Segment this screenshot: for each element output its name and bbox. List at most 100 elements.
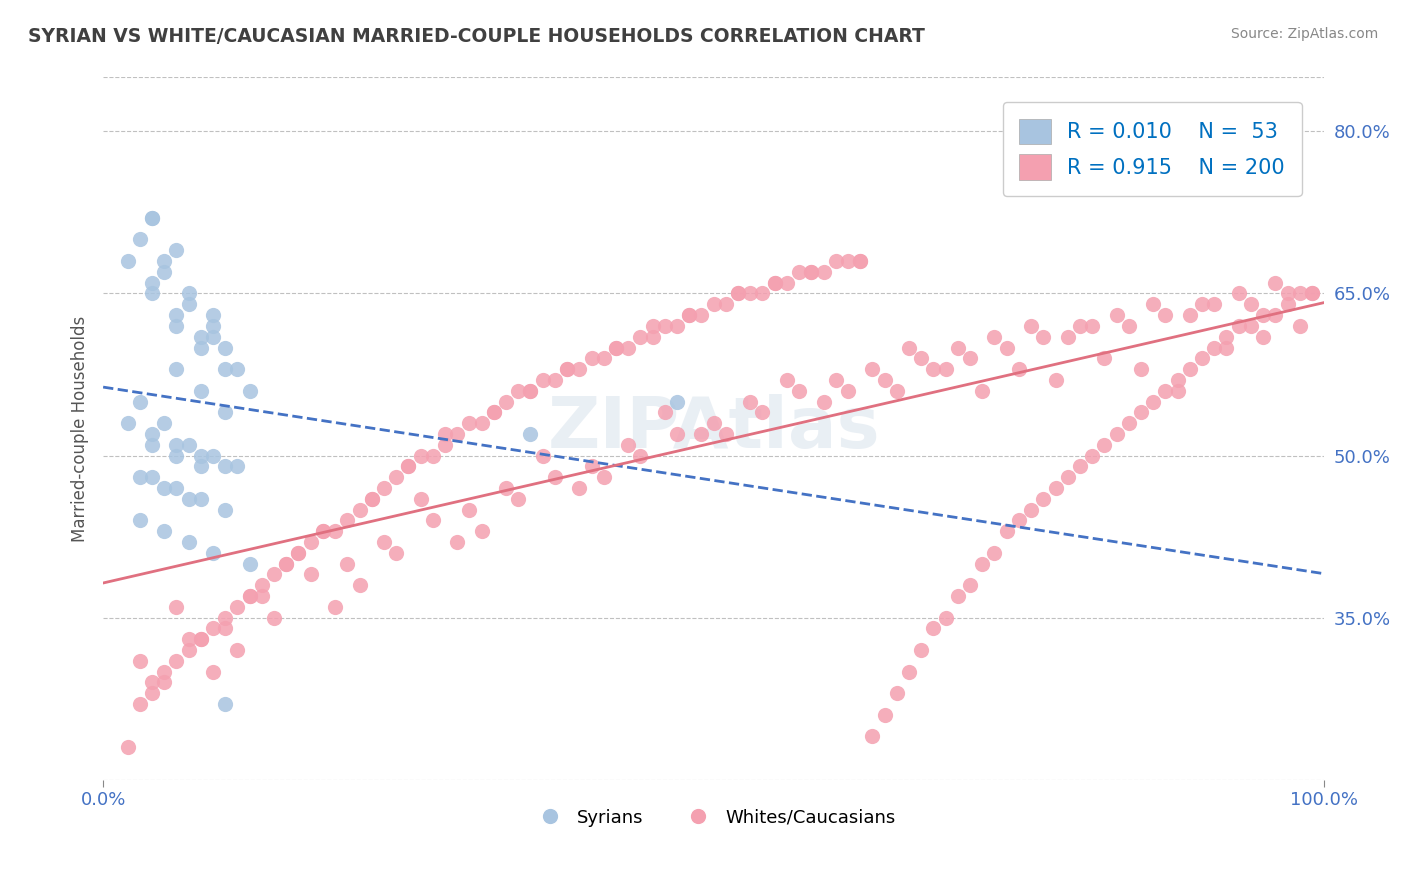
Point	[983, 546, 1005, 560]
Point	[214, 405, 236, 419]
Point	[202, 665, 225, 679]
Point	[117, 254, 139, 268]
Point	[336, 513, 359, 527]
Point	[910, 643, 932, 657]
Point	[323, 524, 346, 538]
Point	[1008, 513, 1031, 527]
Point	[165, 244, 187, 258]
Point	[1105, 308, 1128, 322]
Point	[458, 416, 481, 430]
Point	[190, 449, 212, 463]
Point	[226, 643, 249, 657]
Text: SYRIAN VS WHITE/CAUCASIAN MARRIED-COUPLE HOUSEHOLDS CORRELATION CHART: SYRIAN VS WHITE/CAUCASIAN MARRIED-COUPLE…	[28, 27, 925, 45]
Point	[336, 557, 359, 571]
Point	[250, 589, 273, 603]
Point	[763, 276, 786, 290]
Point	[1288, 318, 1310, 333]
Point	[360, 491, 382, 506]
Point	[740, 286, 762, 301]
Point	[1251, 308, 1274, 322]
Point	[226, 459, 249, 474]
Point	[519, 384, 541, 398]
Point	[972, 384, 994, 398]
Point	[177, 535, 200, 549]
Point	[190, 384, 212, 398]
Point	[873, 707, 896, 722]
Point	[202, 546, 225, 560]
Point	[946, 341, 969, 355]
Point	[165, 362, 187, 376]
Point	[935, 610, 957, 624]
Point	[1056, 470, 1078, 484]
Point	[714, 297, 737, 311]
Point	[214, 610, 236, 624]
Point	[1032, 329, 1054, 343]
Point	[995, 341, 1018, 355]
Point	[482, 405, 505, 419]
Point	[959, 351, 981, 366]
Point	[1288, 286, 1310, 301]
Point	[117, 740, 139, 755]
Point	[141, 211, 163, 225]
Point	[1277, 297, 1299, 311]
Point	[1092, 438, 1115, 452]
Point	[434, 438, 457, 452]
Point	[1105, 426, 1128, 441]
Point	[239, 589, 262, 603]
Point	[1167, 384, 1189, 398]
Point	[190, 341, 212, 355]
Point	[165, 481, 187, 495]
Point	[860, 362, 883, 376]
Point	[641, 318, 664, 333]
Point	[141, 438, 163, 452]
Point	[508, 384, 530, 398]
Point	[153, 416, 176, 430]
Point	[1191, 297, 1213, 311]
Point	[250, 578, 273, 592]
Point	[581, 459, 603, 474]
Point	[239, 589, 262, 603]
Point	[141, 426, 163, 441]
Point	[703, 416, 725, 430]
Point	[787, 384, 810, 398]
Point	[153, 481, 176, 495]
Point	[873, 373, 896, 387]
Point	[177, 438, 200, 452]
Point	[995, 524, 1018, 538]
Point	[959, 578, 981, 592]
Point	[226, 362, 249, 376]
Point	[446, 535, 468, 549]
Point	[1178, 362, 1201, 376]
Legend: Syrians, Whites/Caucasians: Syrians, Whites/Caucasians	[524, 801, 903, 834]
Point	[471, 524, 494, 538]
Point	[1277, 286, 1299, 301]
Point	[165, 449, 187, 463]
Point	[1019, 502, 1042, 516]
Point	[1069, 318, 1091, 333]
Point	[1301, 286, 1323, 301]
Point	[422, 513, 444, 527]
Point	[555, 362, 578, 376]
Point	[972, 557, 994, 571]
Point	[165, 318, 187, 333]
Point	[898, 341, 921, 355]
Point	[581, 351, 603, 366]
Point	[1045, 373, 1067, 387]
Point	[740, 394, 762, 409]
Point	[628, 449, 651, 463]
Point	[787, 265, 810, 279]
Point	[165, 438, 187, 452]
Point	[1130, 362, 1153, 376]
Point	[165, 654, 187, 668]
Point	[1227, 286, 1250, 301]
Point	[396, 459, 419, 474]
Point	[287, 546, 309, 560]
Point	[153, 524, 176, 538]
Text: Source: ZipAtlas.com: Source: ZipAtlas.com	[1230, 27, 1378, 41]
Point	[263, 567, 285, 582]
Point	[837, 254, 859, 268]
Point	[276, 557, 298, 571]
Point	[409, 491, 432, 506]
Point	[202, 621, 225, 635]
Point	[690, 426, 713, 441]
